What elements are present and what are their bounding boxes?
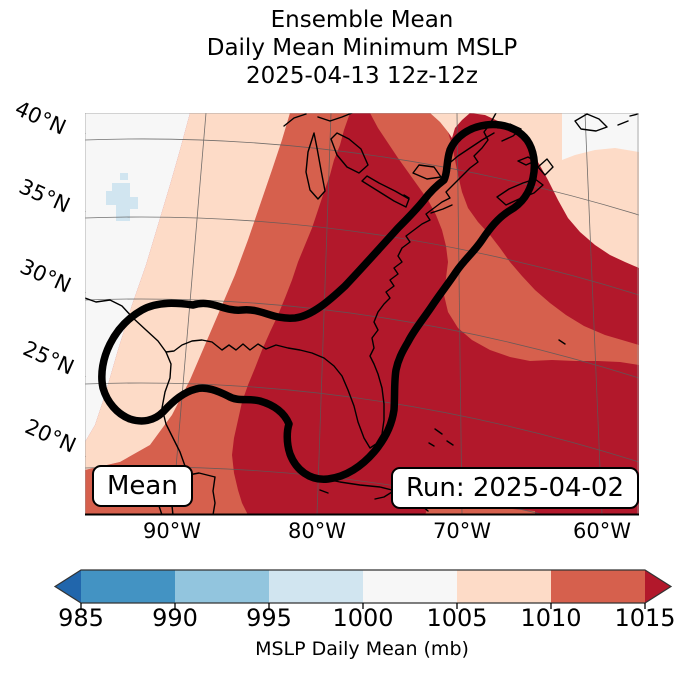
colorbar-seg-995-1000 <box>269 570 363 603</box>
y-tick-30n: 30°N <box>16 254 75 298</box>
colorbar-under-arrow <box>55 570 81 603</box>
fill-west-995-1000 <box>106 173 138 221</box>
title-line-1: Ensemble Mean <box>270 7 454 33</box>
x-tick-90w: 90°W <box>143 519 201 543</box>
chart-title: Ensemble Mean Daily Mean Minimum MSLP 20… <box>85 6 639 90</box>
cb-tick-1005: 1005 <box>426 604 488 632</box>
cb-tick-1010: 1010 <box>520 604 582 632</box>
colorbar <box>53 569 673 609</box>
colorbar-seg-1010-1015 <box>551 570 645 603</box>
cb-tick-1000: 1000 <box>332 604 394 632</box>
colorbar-ticks <box>80 603 646 609</box>
title-line-2: Daily Mean Minimum MSLP <box>206 35 518 61</box>
run-annotation-box: Run: 2025-04-02 <box>391 467 639 509</box>
fill-east-1010-1015 <box>370 113 639 365</box>
title-line-3: 2025-04-13 12z-12z <box>246 63 478 89</box>
colorbar-seg-1005-1010 <box>457 570 551 603</box>
cb-tick-990: 990 <box>152 604 198 632</box>
x-tick-80w: 80°W <box>288 519 346 543</box>
cb-tick-1015: 1015 <box>614 604 676 632</box>
mean-annotation-text: Mean <box>107 471 178 501</box>
y-tick-40n: 40°N <box>11 96 70 140</box>
fill-west-1010-1015 <box>85 113 350 515</box>
fill-west-1005-1010 <box>85 113 290 470</box>
colorbar-over-arrow <box>645 570 671 603</box>
x-tick-70w: 70°W <box>433 519 491 543</box>
axis-ticks <box>85 133 173 515</box>
colorbar-seg-1000-1005 <box>363 570 457 603</box>
y-tick-25n: 25°N <box>19 336 78 380</box>
colorbar-seg-990-995 <box>175 570 269 603</box>
mean-annotation-box: Mean <box>92 465 193 507</box>
map-panel <box>85 113 639 516</box>
y-tick-35n: 35°N <box>15 174 74 218</box>
x-tick-60w: 60°W <box>573 519 631 543</box>
cb-tick-985: 985 <box>58 604 104 632</box>
graticule <box>85 113 639 515</box>
run-annotation-text: Run: 2025-04-02 <box>406 473 624 503</box>
mean-mslp-contour <box>98 120 539 483</box>
y-tick-20n: 20°N <box>21 414 80 458</box>
colorbar-label: MSLP Daily Mean (mb) <box>255 638 469 660</box>
cb-tick-995: 995 <box>246 604 292 632</box>
colorbar-seg-985-990 <box>81 570 175 603</box>
